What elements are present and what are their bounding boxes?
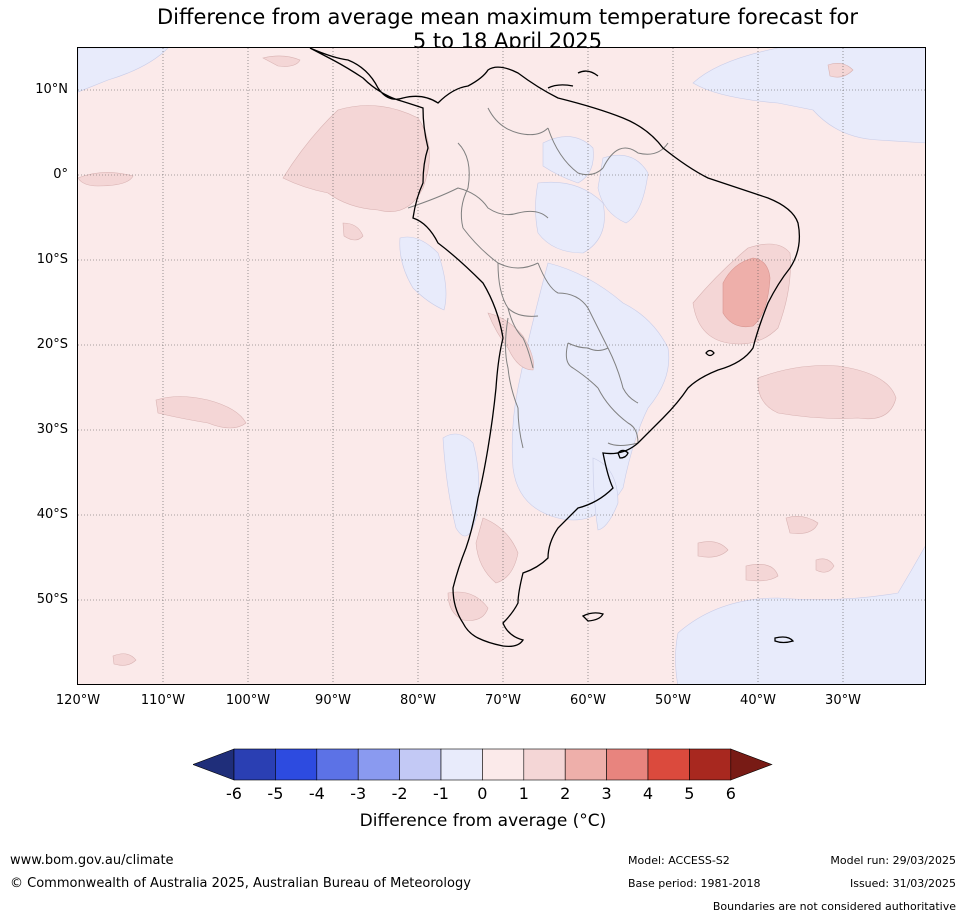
colorbar-tick-label: 3 xyxy=(601,784,612,803)
colorbar-segment xyxy=(689,748,732,781)
lon-label-60w: 60°W xyxy=(570,693,606,708)
above-average-areas xyxy=(78,55,897,666)
colorbar-tick-label: -4 xyxy=(308,784,325,803)
anomaly-area-ne-pacific xyxy=(78,48,169,93)
lat-label-10n: 10°N xyxy=(35,82,68,97)
title-line-1: Difference from average mean maximum tem… xyxy=(157,5,858,29)
anomaly-area-amazon xyxy=(535,181,605,254)
anomaly-area-argentina-patagonia xyxy=(475,517,519,584)
colorbar-tick-label: 6 xyxy=(725,784,736,803)
lon-label-50w: 50°W xyxy=(655,693,691,708)
anomaly-area-pacific-islands-north xyxy=(262,55,301,67)
anomaly-area-bolivia xyxy=(487,312,534,371)
anomaly-area-falklands-east-4 xyxy=(815,558,835,573)
colorbar-tick-label: -3 xyxy=(350,784,367,803)
footer-model-run: Model run: 29/03/2025 xyxy=(830,854,956,867)
anomaly-area-chile-coast xyxy=(442,433,480,537)
anomaly-area-pacific-galapagos xyxy=(78,172,134,187)
colorbar-tick-label: 4 xyxy=(642,784,654,803)
lat-label-50s: 50°S xyxy=(36,592,68,607)
lat-label-30s: 30°S xyxy=(36,422,68,437)
lon-label-100w: 100°W xyxy=(225,693,271,708)
anomaly-area-falklands-east-2 xyxy=(745,564,779,582)
colorbar-tick-label: -1 xyxy=(433,784,449,803)
colorbar-tick-label: 0 xyxy=(477,784,488,803)
colorbar-segment xyxy=(275,748,318,781)
anomaly-area-central-atlantic xyxy=(827,63,854,78)
anomaly-area-pacific-north xyxy=(282,105,430,212)
footer-base-period: Base period: 1981-2018 xyxy=(628,877,761,890)
colorbar-segment xyxy=(606,748,649,781)
colorbar-segment-max-extend xyxy=(730,748,773,781)
footer-issued: Issued: 31/03/2025 xyxy=(849,877,956,890)
anomaly-area-falklands-east-1 xyxy=(697,541,729,558)
colorbar-title: Difference from average (°C) xyxy=(359,811,607,831)
colorbar xyxy=(192,748,773,784)
coastline xyxy=(309,48,801,648)
colorbar-segment xyxy=(482,748,525,781)
colorbar-tick-label: -2 xyxy=(391,784,408,803)
colorbar-svg xyxy=(192,748,773,781)
colorbar-tick-label: 2 xyxy=(560,784,571,803)
anomaly-area-south-atlantic xyxy=(675,545,925,684)
colorbar-segment xyxy=(357,748,400,781)
colorbar-tick-label: 1 xyxy=(518,784,529,803)
anomaly-area-pacific-south xyxy=(155,396,247,429)
lon-label-110w: 110°W xyxy=(140,693,186,708)
footer-model: Model: ACCESS-S2 xyxy=(628,854,730,867)
colorbar-segment xyxy=(399,748,442,781)
south-america-coastline xyxy=(309,48,801,648)
map-panel xyxy=(77,47,926,685)
pantanal-feature xyxy=(705,349,715,357)
colorbar-segment-min-extend xyxy=(192,748,235,781)
colorbar-tick-label: 5 xyxy=(684,784,695,803)
lagoa-dos-patos xyxy=(617,449,629,459)
colorbar-tick-label: -5 xyxy=(267,784,284,803)
gridlines xyxy=(78,48,925,684)
footer-disclaimer: Boundaries are not considered authoritat… xyxy=(712,900,956,913)
anomaly-area-peru-coast xyxy=(399,236,447,311)
country-borders xyxy=(407,107,669,449)
lon-label-30w: 30°W xyxy=(825,693,861,708)
footer-copyright: © Commonwealth of Australia 2025, Austra… xyxy=(10,876,471,891)
anomaly-area-south-atlantic-east xyxy=(757,365,897,420)
colorbar-segment xyxy=(647,748,690,781)
anomaly-area-gran-chaco xyxy=(511,262,670,521)
lat-label-10s: 10°S xyxy=(36,252,68,267)
anomaly-area-amazon-north xyxy=(542,136,594,184)
colorbar-segment xyxy=(233,748,276,781)
colorbar-segment xyxy=(316,748,359,781)
anomaly-area-falklands-east-3 xyxy=(785,516,819,534)
map-svg xyxy=(78,48,925,684)
chart-title: Difference from average mean maximum tem… xyxy=(0,5,965,53)
colorbar-segment xyxy=(523,748,566,781)
falkland-islands xyxy=(581,612,604,622)
lon-label-80w: 80°W xyxy=(400,693,436,708)
anomaly-area-north-atlantic xyxy=(692,48,925,144)
colorbar-tick-label: -6 xyxy=(226,784,242,803)
lon-label-70w: 70°W xyxy=(485,693,521,708)
lat-label-40s: 40°S xyxy=(36,507,68,522)
lon-label-120w: 120°W xyxy=(55,693,101,708)
colorbar-segment xyxy=(440,748,483,781)
below-average-areas xyxy=(78,48,925,684)
anomaly-area-pacific-easter xyxy=(342,222,364,241)
south-georgia xyxy=(774,636,795,644)
colorbar-segment xyxy=(564,748,607,781)
footer-website: www.bom.gov.au/climate xyxy=(10,853,174,868)
anomaly-area-guiana xyxy=(597,154,649,224)
anomaly-area-pacific-southeast xyxy=(112,653,137,666)
lon-label-40w: 40°W xyxy=(740,693,776,708)
lon-label-90w: 90°W xyxy=(315,693,351,708)
lat-label-0: 0° xyxy=(53,167,68,182)
lat-label-20s: 20°S xyxy=(36,337,68,352)
caribbean-islands xyxy=(547,70,599,89)
